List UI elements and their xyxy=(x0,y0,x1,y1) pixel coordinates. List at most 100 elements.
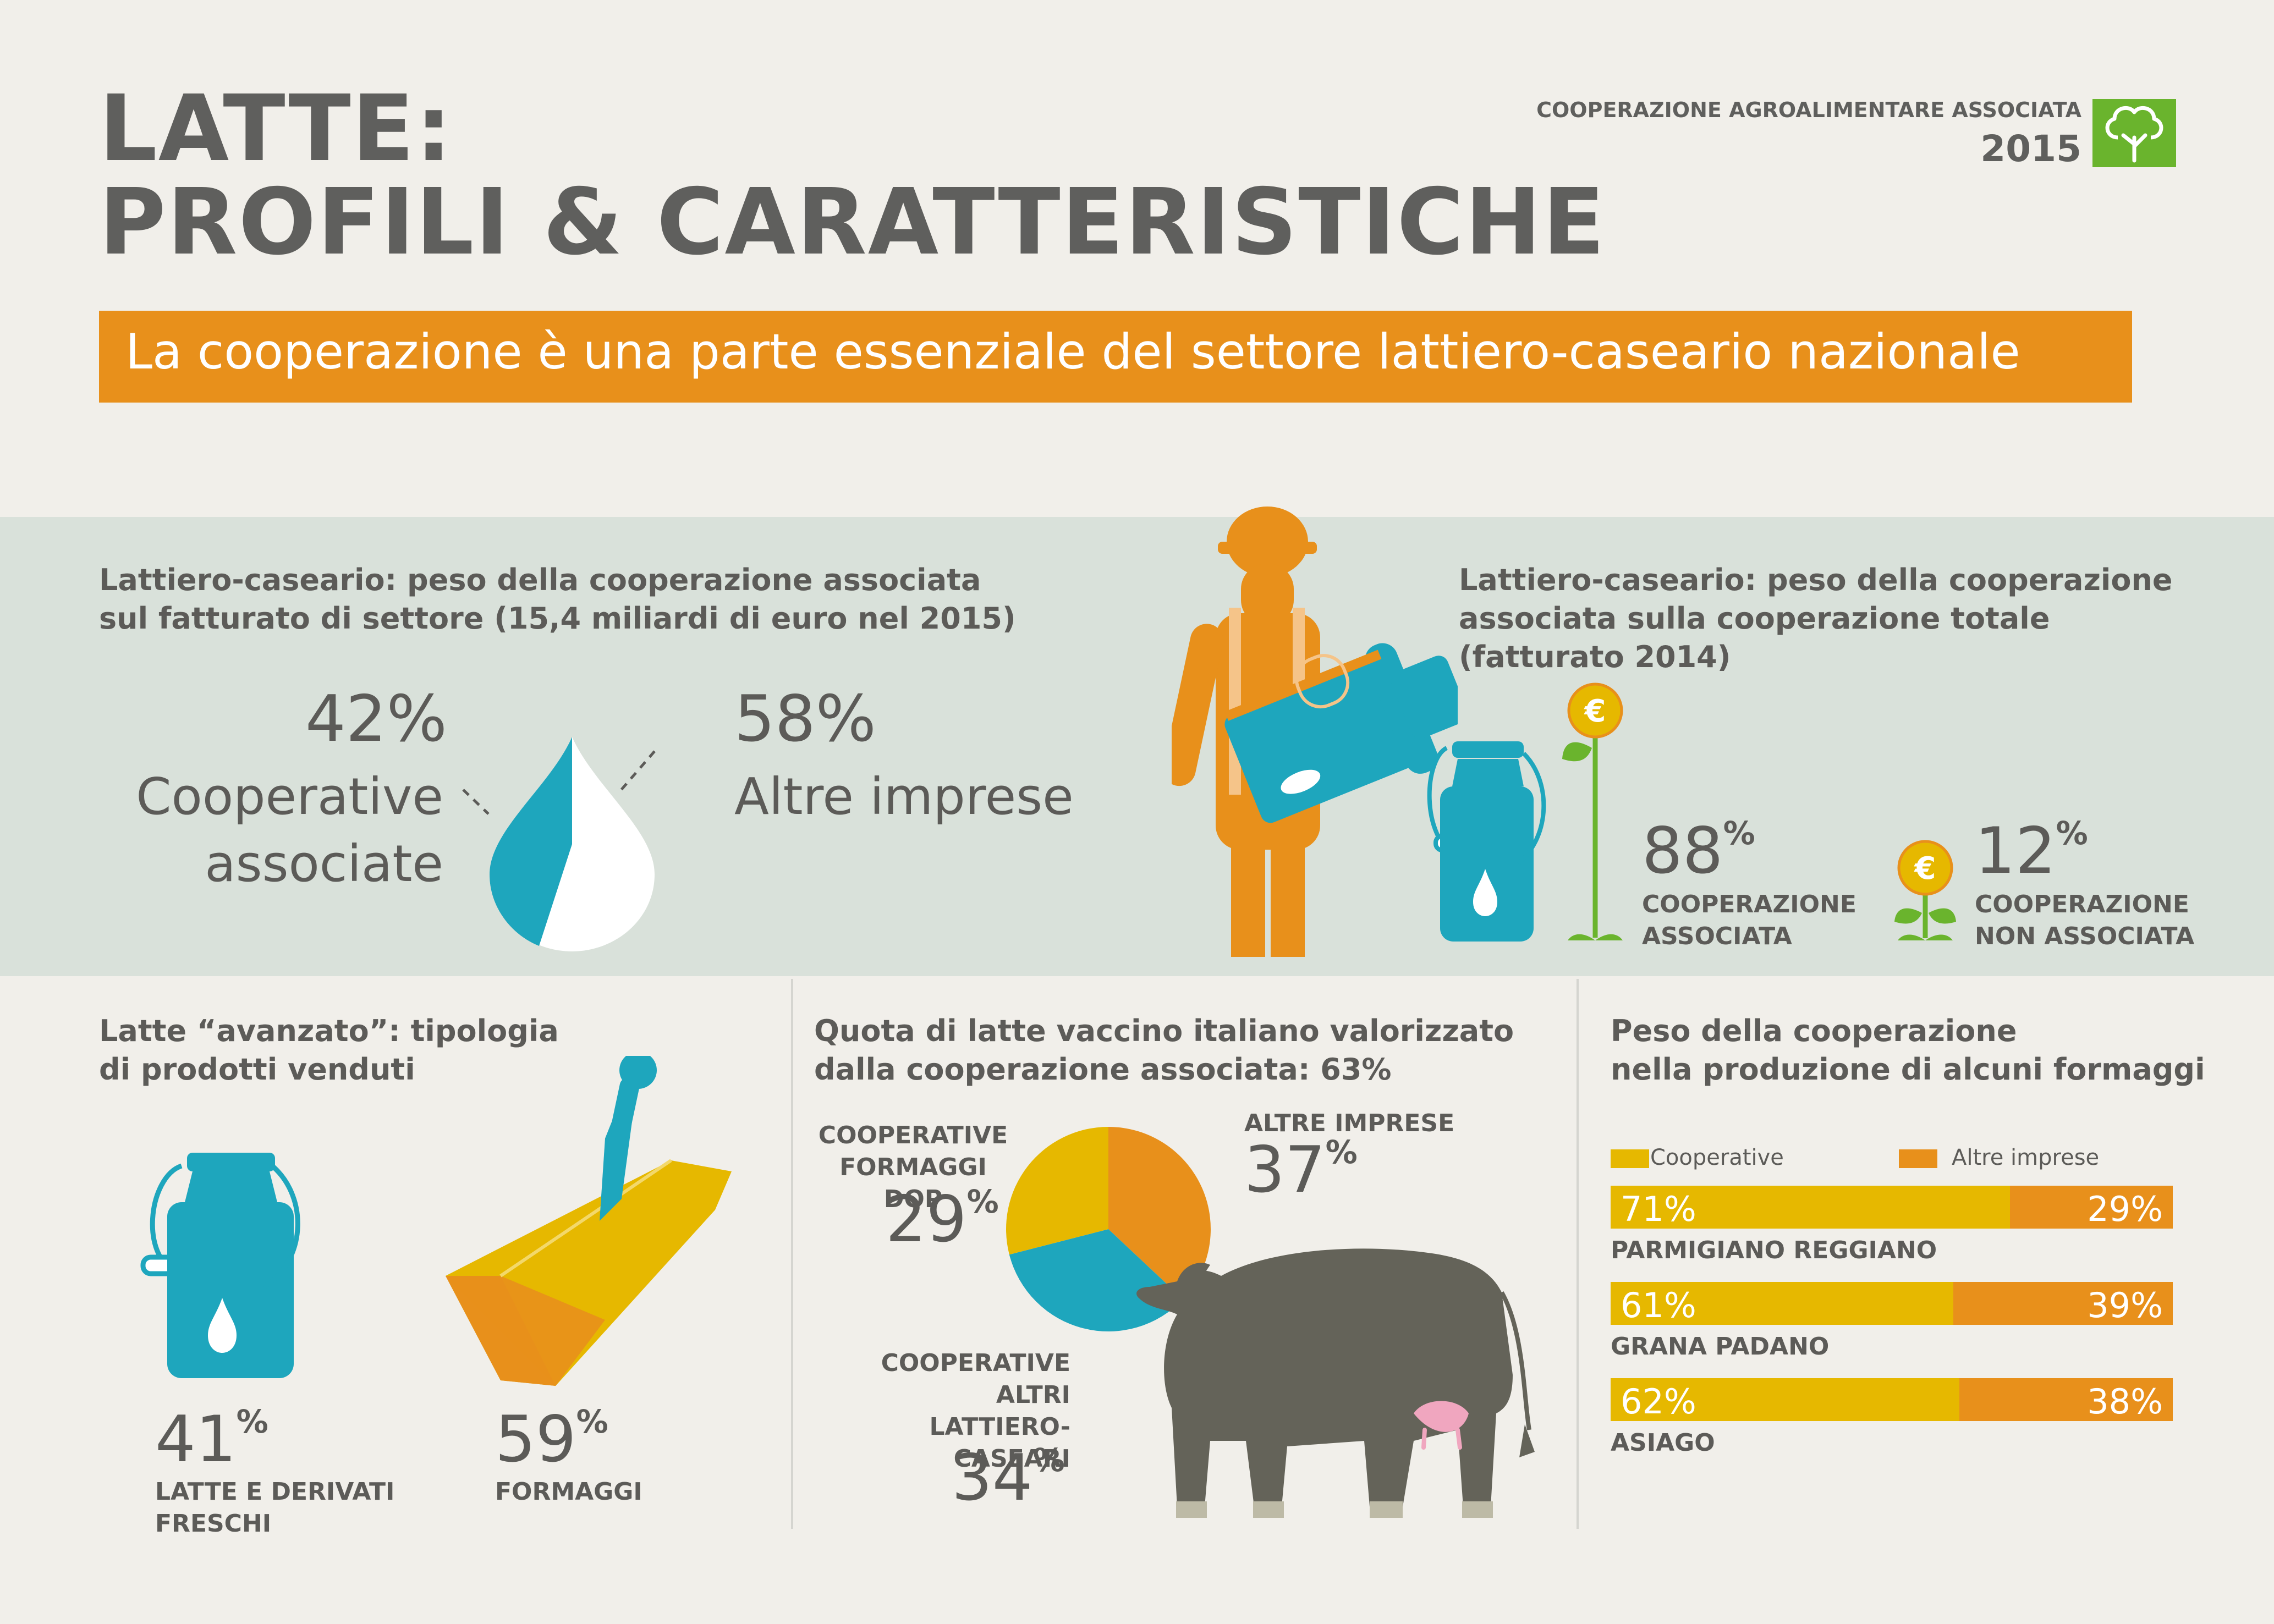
section2-b-sign: % xyxy=(2056,814,2088,852)
bar-row: 71% 29% xyxy=(1611,1186,2173,1229)
legend-label-altre-imprese: Altre imprese xyxy=(1952,1145,2100,1170)
section5-title-line2: nella produzione di alcuni formaggi xyxy=(1611,1052,2205,1087)
bar-label-cooperative: 62% xyxy=(1621,1381,1696,1422)
section4-dop-label-line1: COOPERATIVE xyxy=(818,1121,1008,1149)
section3-title: Latte “avanzato”: tipologia di prodotti … xyxy=(99,1012,559,1089)
legend-swatch-cooperative xyxy=(1611,1149,1649,1168)
section4-dop-percentage: 29% xyxy=(886,1182,999,1257)
section1-pointers xyxy=(462,750,656,815)
pie-slice-altre-imprese xyxy=(1108,1127,1211,1300)
section1-title: Lattiero-caseario: peso della cooperazio… xyxy=(99,561,1016,638)
section4-other-sign: % xyxy=(1325,1133,1358,1171)
section3-a-sign: % xyxy=(236,1403,268,1440)
bar-segment-altre-imprese xyxy=(1953,1282,2173,1325)
section2-b-label: COOPERAZIONE NON ASSOCIATA xyxy=(1975,889,2194,953)
section1-title-line1: Lattiero-caseario: peso della cooperazio… xyxy=(99,563,981,597)
section4-other-percentage: 37% xyxy=(1244,1133,1358,1207)
cow-illustration xyxy=(1136,1248,1535,1518)
legend-swatch-altre-imprese xyxy=(1899,1149,1937,1168)
section4-title-line2: dalla cooperazione associata: 63% xyxy=(814,1052,1392,1087)
bar-segment-cooperative xyxy=(1611,1282,1954,1325)
section3-b-sign: % xyxy=(576,1403,608,1440)
tree-logo-icon xyxy=(2092,99,2176,167)
section4-dop-label: COOPERATIVE FORMAGGI DOP xyxy=(814,1120,1012,1215)
section2-title-line2: associata sulla cooperazione totale xyxy=(1459,601,2050,636)
section1-left-percentage: 42% xyxy=(305,682,447,756)
bar-label-cooperative: 71% xyxy=(1621,1189,1696,1229)
bar-label-cooperative: 61% xyxy=(1621,1285,1696,1325)
euro-symbol-large: € xyxy=(1584,693,1606,729)
section3-a-percentage: 41% xyxy=(155,1402,268,1477)
section4-pie-chart xyxy=(1006,1127,1211,1331)
section4-lc-sign: % xyxy=(1032,1441,1065,1479)
divider-right xyxy=(1577,979,1579,1529)
bar-segment-altre-imprese xyxy=(1959,1378,2173,1421)
section5-title: Peso della cooperazione nella produzione… xyxy=(1611,1012,2205,1089)
section3-b-percentage: 59% xyxy=(495,1402,608,1477)
subtitle-banner-text: La cooperazione è una parte essenziale d… xyxy=(125,323,2020,380)
bar-row: 62% 38% xyxy=(1611,1378,2173,1422)
section3-a-number: 41 xyxy=(155,1402,237,1477)
bar-segment-cooperative xyxy=(1611,1378,1959,1421)
section4-lc-percentage: 34% xyxy=(952,1441,1065,1515)
title-line-1: LATTE: xyxy=(99,76,453,182)
milk-drop-chart xyxy=(490,737,655,951)
section4-dop-label-line2: FORMAGGI DOP xyxy=(839,1153,987,1213)
section1-right-label: Altre imprese xyxy=(734,767,1074,826)
section2-a-percentage: 88% xyxy=(1642,814,1755,888)
section1-left-label-line1: Cooperative xyxy=(136,767,443,826)
bar-segment-cooperative xyxy=(1611,1186,2010,1229)
section2-a-label-line2: ASSOCIATA xyxy=(1642,922,1792,950)
section3-title-line2: di prodotti venduti xyxy=(99,1052,415,1087)
section2-a-label-line1: COOPERAZIONE xyxy=(1642,890,1856,918)
pie-slice-cooperative-altri-lattiero-caseari xyxy=(1009,1229,1183,1331)
section4-lc-label: COOPERATIVE ALTRI LATTIERO-CASEARI xyxy=(814,1347,1070,1475)
page-title: LATTE: PROFILI & CARATTERISTICHE xyxy=(99,82,1606,269)
section4-dop-number: 29 xyxy=(886,1182,967,1257)
section4-lc-label-line1: COOPERATIVE xyxy=(881,1349,1070,1377)
bar-row: 61% 39% xyxy=(1611,1282,2173,1325)
bar-label-altre-imprese: 38% xyxy=(2087,1381,2163,1422)
bar-category-label: ASIAGO xyxy=(1611,1429,1715,1457)
section3-a-label: LATTE E DERIVATI FRESCHI xyxy=(155,1476,394,1540)
subtitle-banner xyxy=(99,311,2132,403)
section2-a-number: 88 xyxy=(1642,814,1723,888)
section2-title: Lattiero-caseario: peso della cooperazio… xyxy=(1459,561,2173,676)
section4-lc-number: 34 xyxy=(952,1441,1033,1515)
section1-title-line2: sul fatturato di settore (15,4 miliardi … xyxy=(99,601,1016,636)
euro-symbol-small: € xyxy=(1914,851,1936,887)
section1-left-label-line2: associate xyxy=(205,834,443,893)
section4-lc-label-line3: LATTIERO-CASEARI xyxy=(929,1413,1070,1473)
section3-b-label: FORMAGGI xyxy=(495,1478,642,1506)
bar-label-altre-imprese: 29% xyxy=(2087,1189,2163,1229)
section1-left-label: Cooperative associate xyxy=(136,763,443,898)
bar-category-label: GRANA PADANO xyxy=(1611,1333,1830,1361)
pointer-right xyxy=(618,750,656,793)
section2-b-label-line1: COOPERAZIONE xyxy=(1975,890,2189,918)
section5-title-line1: Peso della cooperazione xyxy=(1611,1014,2017,1048)
section4-title-line1: Quota di latte vaccino italiano valorizz… xyxy=(814,1014,1514,1048)
pie-slice-cooperative-formaggi-dop xyxy=(1006,1127,1108,1255)
milk-can-icon xyxy=(1427,741,1546,942)
section2-title-line1: Lattiero-caseario: peso della cooperazio… xyxy=(1459,563,2173,597)
section3-a-label-line2: FRESCHI xyxy=(155,1510,272,1538)
bar-category-label: PARMIGIANO REGGIANO xyxy=(1611,1236,1937,1264)
section2-title-line3: (fatturato 2014) xyxy=(1459,640,1731,674)
divider-left xyxy=(791,979,793,1529)
pointer-left xyxy=(462,789,490,815)
bar-label-altre-imprese: 39% xyxy=(2087,1285,2163,1325)
pie-slices xyxy=(1006,1127,1211,1331)
farmer-illustration xyxy=(1172,507,1458,957)
section1-right-percentage: 58% xyxy=(734,682,876,756)
plant-coin-small-icon: € xyxy=(1894,840,1956,940)
drop-slice-cooperative xyxy=(490,737,572,946)
section3-b-number: 59 xyxy=(495,1402,576,1477)
organization-year: 2015 xyxy=(1980,128,2081,170)
organization-name: COOPERAZIONE AGROALIMENTARE ASSOCIATA xyxy=(1536,98,2081,122)
milk-can-large-icon xyxy=(140,1153,300,1378)
section2-a-label: COOPERAZIONE ASSOCIATA xyxy=(1642,889,1856,953)
section2-b-percentage: 12% xyxy=(1975,814,2088,888)
section2-a-sign: % xyxy=(1723,814,1755,852)
section4-dop-sign: % xyxy=(966,1183,999,1220)
section4-other-number: 37 xyxy=(1244,1133,1326,1207)
